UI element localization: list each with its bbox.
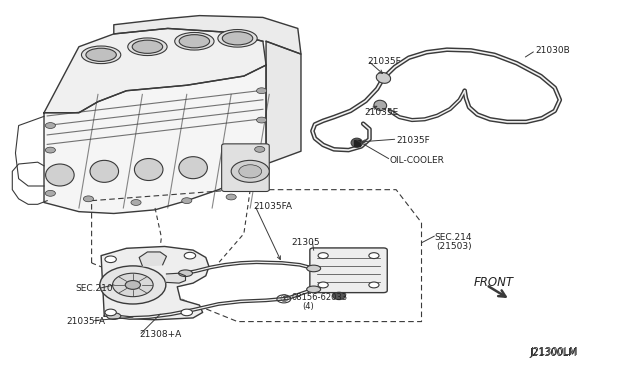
Circle shape xyxy=(83,196,93,202)
Text: 21305: 21305 xyxy=(291,238,320,247)
Ellipse shape xyxy=(222,32,253,45)
Circle shape xyxy=(257,88,267,94)
Ellipse shape xyxy=(175,32,214,50)
Ellipse shape xyxy=(81,46,121,64)
Circle shape xyxy=(45,190,56,196)
Polygon shape xyxy=(44,28,266,113)
Circle shape xyxy=(181,309,193,316)
Circle shape xyxy=(255,147,265,152)
Circle shape xyxy=(333,292,346,299)
Text: 21035FA: 21035FA xyxy=(253,202,292,211)
Text: (21503): (21503) xyxy=(436,242,472,251)
Ellipse shape xyxy=(307,286,321,293)
Text: 21035E: 21035E xyxy=(364,108,399,117)
Circle shape xyxy=(113,273,153,296)
Text: 21308+A: 21308+A xyxy=(139,330,181,339)
FancyBboxPatch shape xyxy=(310,248,387,293)
Circle shape xyxy=(239,165,262,178)
Circle shape xyxy=(105,309,116,316)
Polygon shape xyxy=(101,247,209,320)
Text: 21035FA: 21035FA xyxy=(66,317,105,326)
Text: OIL-COOLER: OIL-COOLER xyxy=(390,156,445,165)
Polygon shape xyxy=(266,41,301,164)
Circle shape xyxy=(45,147,56,153)
Circle shape xyxy=(226,194,236,200)
Ellipse shape xyxy=(128,38,167,55)
Text: SEC.210: SEC.210 xyxy=(76,284,113,293)
Circle shape xyxy=(369,282,379,288)
Ellipse shape xyxy=(374,100,387,110)
Ellipse shape xyxy=(90,160,118,182)
Text: 08156-62033: 08156-62033 xyxy=(291,293,348,302)
Ellipse shape xyxy=(307,265,321,272)
Ellipse shape xyxy=(45,164,74,186)
Polygon shape xyxy=(114,16,301,54)
Ellipse shape xyxy=(218,29,257,47)
Text: ①: ① xyxy=(280,294,288,304)
Ellipse shape xyxy=(179,35,210,48)
Circle shape xyxy=(182,198,192,203)
Circle shape xyxy=(231,160,269,182)
Text: J21300LM: J21300LM xyxy=(531,347,579,357)
Ellipse shape xyxy=(376,73,390,83)
Circle shape xyxy=(105,256,116,263)
Text: 21035F: 21035F xyxy=(396,136,430,145)
Ellipse shape xyxy=(134,158,163,180)
Ellipse shape xyxy=(86,48,116,61)
Ellipse shape xyxy=(223,155,252,177)
Text: 1: 1 xyxy=(282,296,286,301)
Text: 21030B: 21030B xyxy=(536,46,570,55)
Ellipse shape xyxy=(107,313,121,320)
Circle shape xyxy=(125,280,140,289)
Text: J21300LM: J21300LM xyxy=(529,348,577,358)
Polygon shape xyxy=(166,273,186,283)
Circle shape xyxy=(45,123,56,128)
Text: FRONT: FRONT xyxy=(474,276,513,289)
Circle shape xyxy=(318,282,328,288)
Text: 21035F: 21035F xyxy=(367,57,401,66)
Circle shape xyxy=(184,252,196,259)
Ellipse shape xyxy=(179,270,193,276)
Circle shape xyxy=(369,253,379,259)
Polygon shape xyxy=(139,252,166,266)
Circle shape xyxy=(257,117,267,123)
Polygon shape xyxy=(44,65,266,214)
Circle shape xyxy=(318,253,328,259)
Ellipse shape xyxy=(132,40,163,53)
Text: SEC.214: SEC.214 xyxy=(434,233,472,242)
Ellipse shape xyxy=(179,157,207,179)
Text: (4): (4) xyxy=(302,302,314,311)
Ellipse shape xyxy=(351,138,362,147)
Circle shape xyxy=(131,199,141,205)
FancyBboxPatch shape xyxy=(221,144,269,192)
Circle shape xyxy=(100,266,166,304)
